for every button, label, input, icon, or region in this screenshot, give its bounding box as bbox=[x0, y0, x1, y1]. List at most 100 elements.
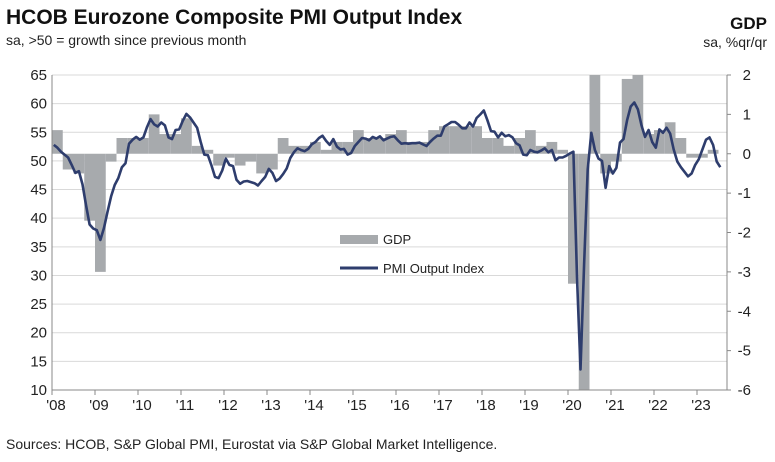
x-tick-label: '17 bbox=[433, 397, 453, 414]
gdp-bar bbox=[62, 153, 74, 170]
gdp-bar bbox=[245, 153, 257, 162]
x-tick-label: '16 bbox=[390, 397, 410, 414]
right-tick-label: -4 bbox=[738, 303, 751, 320]
x-tick-label: '09 bbox=[89, 397, 109, 414]
gdp-bar bbox=[546, 141, 558, 154]
gdp-bar bbox=[449, 126, 461, 154]
left-tick-label: 40 bbox=[30, 210, 47, 227]
x-tick-label: '23 bbox=[691, 397, 711, 414]
left-tick-label: 45 bbox=[30, 182, 47, 199]
gdp-bar bbox=[52, 130, 63, 154]
gdp-bar bbox=[105, 153, 117, 162]
gdp-bar bbox=[95, 153, 106, 272]
left-tick-label: 25 bbox=[30, 296, 47, 313]
gdp-bar bbox=[202, 149, 214, 154]
gdp-bar bbox=[385, 134, 396, 154]
gdp-bar bbox=[127, 138, 138, 154]
right-tick-label: 0 bbox=[743, 146, 751, 163]
gdp-bar bbox=[224, 153, 235, 158]
right-tick-label: -6 bbox=[738, 382, 751, 399]
left-tick-label: 65 bbox=[30, 67, 47, 84]
gdp-bar bbox=[310, 141, 321, 154]
left-tick-label: 50 bbox=[30, 153, 47, 170]
gdp-bar bbox=[191, 145, 203, 154]
gdp-bar bbox=[374, 138, 386, 154]
x-tick-label: '21 bbox=[605, 397, 625, 414]
gdp-bar bbox=[181, 118, 192, 154]
right-tick-label: 1 bbox=[743, 106, 751, 123]
x-tick-label: '11 bbox=[176, 397, 194, 414]
x-tick-label: '10 bbox=[132, 397, 152, 414]
left-tick-label: 60 bbox=[30, 96, 47, 113]
gdp-bar bbox=[148, 114, 160, 154]
gdp-bar bbox=[116, 138, 128, 154]
right-tick-label: -2 bbox=[738, 225, 751, 242]
gdp-bar bbox=[643, 134, 654, 154]
source-note: Sources: HCOB, S&P Global PMI, Eurostat … bbox=[6, 436, 498, 452]
x-tick-label: '15 bbox=[347, 397, 367, 414]
gdp-bar bbox=[170, 134, 181, 154]
legend-label-pmi: PMI Output Index bbox=[383, 261, 485, 276]
gdp-bar bbox=[73, 153, 85, 174]
x-tick-label: '19 bbox=[519, 397, 539, 414]
pmi-line bbox=[53, 101, 722, 371]
x-tick-label: '22 bbox=[648, 397, 668, 414]
gdp-bar bbox=[525, 130, 536, 154]
gdp-bar bbox=[288, 145, 300, 154]
gdp-bar bbox=[654, 130, 665, 154]
gdp-bar bbox=[406, 141, 418, 154]
left-tick-label: 15 bbox=[30, 353, 47, 370]
x-tick-label: '12 bbox=[218, 397, 238, 414]
gdp-bar bbox=[460, 126, 472, 154]
x-tick-label: '18 bbox=[476, 397, 496, 414]
gdp-bar bbox=[686, 153, 697, 158]
gdp-bar bbox=[234, 153, 246, 166]
legend-swatch-gdp bbox=[340, 235, 378, 244]
gdp-bar bbox=[600, 153, 611, 174]
gdp-bar bbox=[84, 153, 95, 221]
x-tick-label: '20 bbox=[562, 397, 582, 414]
gdp-bar bbox=[707, 149, 719, 154]
chart-subtitle: sa, >50 = growth since previous month bbox=[6, 32, 247, 48]
gdp-bar bbox=[439, 126, 450, 154]
x-tick-label: '14 bbox=[304, 397, 324, 414]
gdp-bar bbox=[417, 141, 429, 154]
gdp-bar bbox=[267, 153, 278, 170]
left-tick-label: 30 bbox=[30, 267, 47, 284]
left-tick-label: 10 bbox=[30, 382, 47, 399]
gdp-bar bbox=[256, 153, 267, 174]
gdp-bar bbox=[138, 138, 149, 154]
right-tick-label: -1 bbox=[738, 185, 751, 202]
right-axis-subtitle: sa, %qr/qr bbox=[703, 34, 767, 50]
right-axis-title: GDP bbox=[730, 14, 767, 33]
gdp-bar bbox=[675, 138, 687, 154]
gdp-bar bbox=[277, 138, 289, 154]
gdp-bar bbox=[320, 149, 332, 154]
left-tick-label: 35 bbox=[30, 239, 47, 256]
left-tick-label: 55 bbox=[30, 124, 47, 141]
right-tick-label: 2 bbox=[743, 67, 751, 84]
left-tick-label: 20 bbox=[30, 325, 47, 342]
gdp-bar bbox=[503, 145, 515, 154]
gdp-bar bbox=[482, 138, 493, 154]
gdp-bar bbox=[557, 149, 568, 154]
gdp-bar bbox=[589, 75, 601, 154]
gdp-bar bbox=[492, 138, 504, 154]
gdp-bar bbox=[363, 138, 375, 154]
right-tick-label: -5 bbox=[738, 343, 751, 360]
right-tick-label: -3 bbox=[738, 264, 751, 281]
gdp-bar bbox=[428, 130, 439, 154]
gdp-bar bbox=[568, 153, 579, 284]
x-tick-label: '13 bbox=[261, 397, 281, 414]
gdp-bar bbox=[342, 141, 353, 154]
legend-label-gdp: GDP bbox=[383, 232, 411, 247]
gdp-bar bbox=[611, 153, 622, 162]
gdp-bar bbox=[159, 134, 171, 154]
chart-title: HCOB Eurozone Composite PMI Output Index bbox=[6, 6, 463, 29]
gdp-bar bbox=[213, 153, 224, 166]
gdp-bar bbox=[471, 126, 482, 154]
gdp-bar bbox=[697, 153, 708, 158]
x-tick-label: '08 bbox=[46, 397, 66, 414]
